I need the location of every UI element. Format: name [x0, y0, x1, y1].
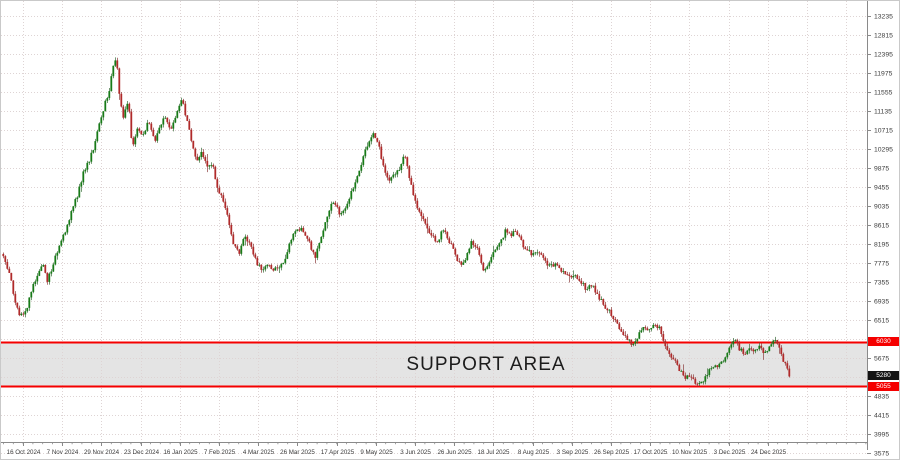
- price-tick-label: 3575: [874, 450, 889, 457]
- support-area-band: [1, 341, 867, 387]
- price-axis[interactable]: 13235 12815 12395 11975 11555 11135 10715 10295…: [867, 13, 893, 457]
- price-tick-label: 10715: [874, 127, 893, 134]
- price-tick-label: 4835: [874, 393, 889, 400]
- price-tick-label: 6935: [874, 298, 889, 305]
- support-area-label: SUPPORT AREA: [406, 354, 566, 375]
- price-tick-label: 3995: [874, 431, 889, 438]
- price-tick-label: 12395: [874, 51, 893, 58]
- date-tick-label: 18 Jul 2025: [478, 449, 511, 456]
- date-tick-label: 17 Oct 2025: [634, 449, 668, 456]
- price-tick-label: 11555: [874, 89, 893, 96]
- date-tick-label: 16 Oct 2024: [7, 449, 41, 456]
- price-tick-label: 9875: [874, 165, 889, 172]
- date-tick-label: 24 Dec 2025: [751, 449, 787, 456]
- date-tick-label: 8 Aug 2025: [518, 449, 550, 456]
- date-tick-label: 10 Nov 2025: [672, 449, 708, 456]
- support-lower-line-price-badge: 5055: [868, 381, 899, 391]
- price-tick-label: 12815: [874, 32, 893, 39]
- date-tick-label: 23 Dec 2024: [124, 449, 160, 456]
- price-tick-label: 7775: [874, 260, 889, 267]
- date-tick-label: 9 May 2025: [360, 449, 393, 456]
- date-tick-label: 7 Nov 2024: [47, 449, 79, 456]
- price-tick-label: 9455: [874, 184, 889, 191]
- date-tick-label: 3 Jun 2025: [400, 449, 431, 456]
- date-tick-label: 3 Sep 2025: [557, 449, 589, 456]
- support-upper-line-price-badge: 6030: [868, 337, 899, 347]
- date-tick-label: 29 Nov 2024: [84, 449, 120, 456]
- price-tick-label: 8615: [874, 222, 889, 229]
- date-tick-label: 17 Apr 2025: [321, 449, 355, 456]
- price-tick-label: 7355: [874, 279, 889, 286]
- grid-lines: [1, 1, 867, 454]
- date-tick-label: 3 Dec 2025: [714, 449, 746, 456]
- date-tick-label: 4 Mar 2025: [243, 449, 275, 456]
- price-tick-label: 8195: [874, 241, 889, 248]
- price-tick-label: 6515: [874, 317, 889, 324]
- date-tick-label: 16 Jan 2025: [163, 449, 198, 456]
- date-tick-label: 26 Jun 2025: [437, 449, 472, 456]
- date-tick-label: 7 Feb 2025: [204, 449, 236, 456]
- current-price-badge: 5280: [868, 371, 899, 381]
- price-tick-label: 13235: [874, 13, 893, 20]
- price-tick-label: 5675: [874, 355, 889, 362]
- price-tick-label: 11975: [874, 70, 893, 77]
- date-tick-label: 26 Mar 2025: [280, 449, 315, 456]
- price-tick-label: 11135: [874, 108, 892, 115]
- price-tick-label: 4415: [874, 412, 889, 419]
- price-tick-label: 10295: [874, 146, 893, 153]
- time-axis[interactable]: 16 Oct 2024 7 Nov 2024 29 Nov 2024 23 Dec 2…: [3, 442, 867, 456]
- date-tick-label: 26 Sep 2025: [594, 449, 630, 456]
- candles: [2, 57, 791, 387]
- price-tick-label: 9035: [874, 203, 889, 210]
